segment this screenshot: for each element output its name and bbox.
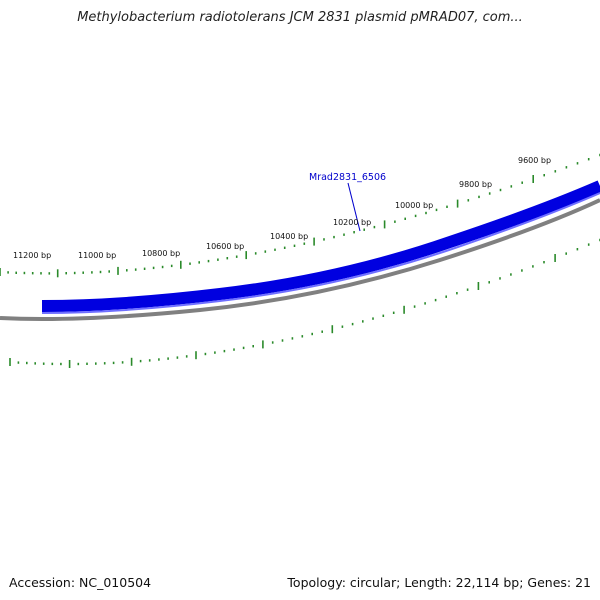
tick-label-10600: 10600 bp [206,242,244,251]
accession-label: Accession: NC_010504 [9,575,152,590]
tick-label-9600: 9600 bp [518,156,551,165]
gene-label-leader [347,182,361,232]
inner-scale-ticks [9,238,600,368]
gene-band[interactable] [41,180,600,312]
map-title: Methylobacterium radiotolerans JCM 2831 … [77,10,523,25]
gene-band-highlight [41,192,600,314]
tick-label-11000: 11000 bp [78,251,116,260]
tick-label-9800: 9800 bp [459,180,492,189]
tick-label-10400: 10400 bp [270,232,308,241]
tick-label-10800: 10800 bp [142,249,180,258]
plasmid-backbone [0,198,600,321]
outer-scale-ticks [0,153,600,278]
topology-summary: Topology: circular; Length: 22,114 bp; G… [287,575,591,590]
tick-label-10000: 10000 bp [395,201,433,210]
tick-label-10200: 10200 bp [333,218,371,227]
tick-label-11200: 11200 bp [13,251,51,260]
gene-label[interactable]: Mrad2831_6506 [309,172,386,183]
